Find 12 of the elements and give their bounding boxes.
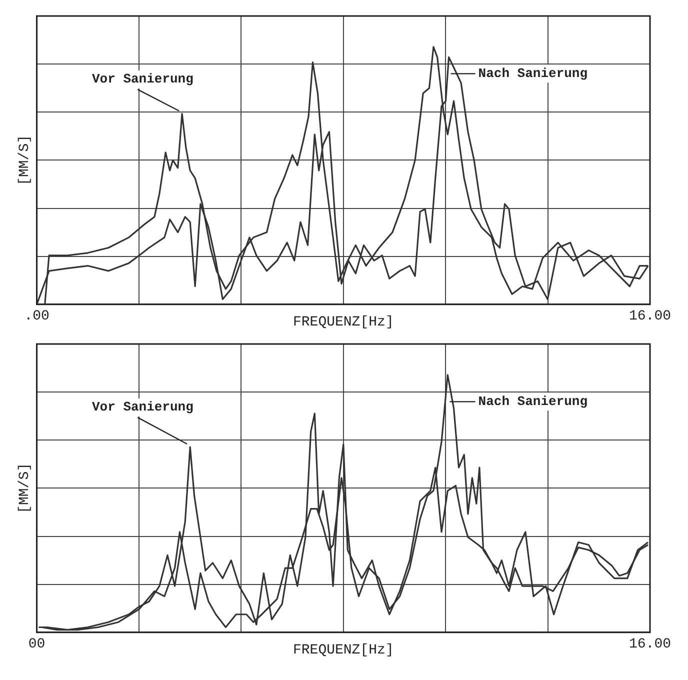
series-label: Nach Sanierung <box>478 66 588 81</box>
x-tick-label: 00 <box>28 636 46 653</box>
y-axis-title: [MM/S] <box>17 462 34 514</box>
x-tick-label: .00 <box>24 308 50 325</box>
x-axis-title: FREQUENZ[Hz] <box>292 642 394 658</box>
text: Vor Sanierung <box>92 400 194 415</box>
text: Vor Sanierung <box>92 72 194 87</box>
series-label: Nach Sanierung <box>478 394 588 409</box>
y-axis-title: [MM/S] <box>17 134 34 186</box>
x-axis-title: FREQUENZ[Hz] <box>292 314 394 330</box>
x-tick-label: 16.00 <box>628 308 672 325</box>
x-tick-label: 16.00 <box>628 636 672 653</box>
